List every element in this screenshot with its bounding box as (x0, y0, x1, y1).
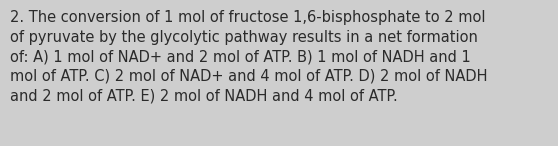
Text: 2. The conversion of 1 mol of fructose 1,6-bisphosphate to 2 mol
of pyruvate by : 2. The conversion of 1 mol of fructose 1… (10, 10, 488, 104)
